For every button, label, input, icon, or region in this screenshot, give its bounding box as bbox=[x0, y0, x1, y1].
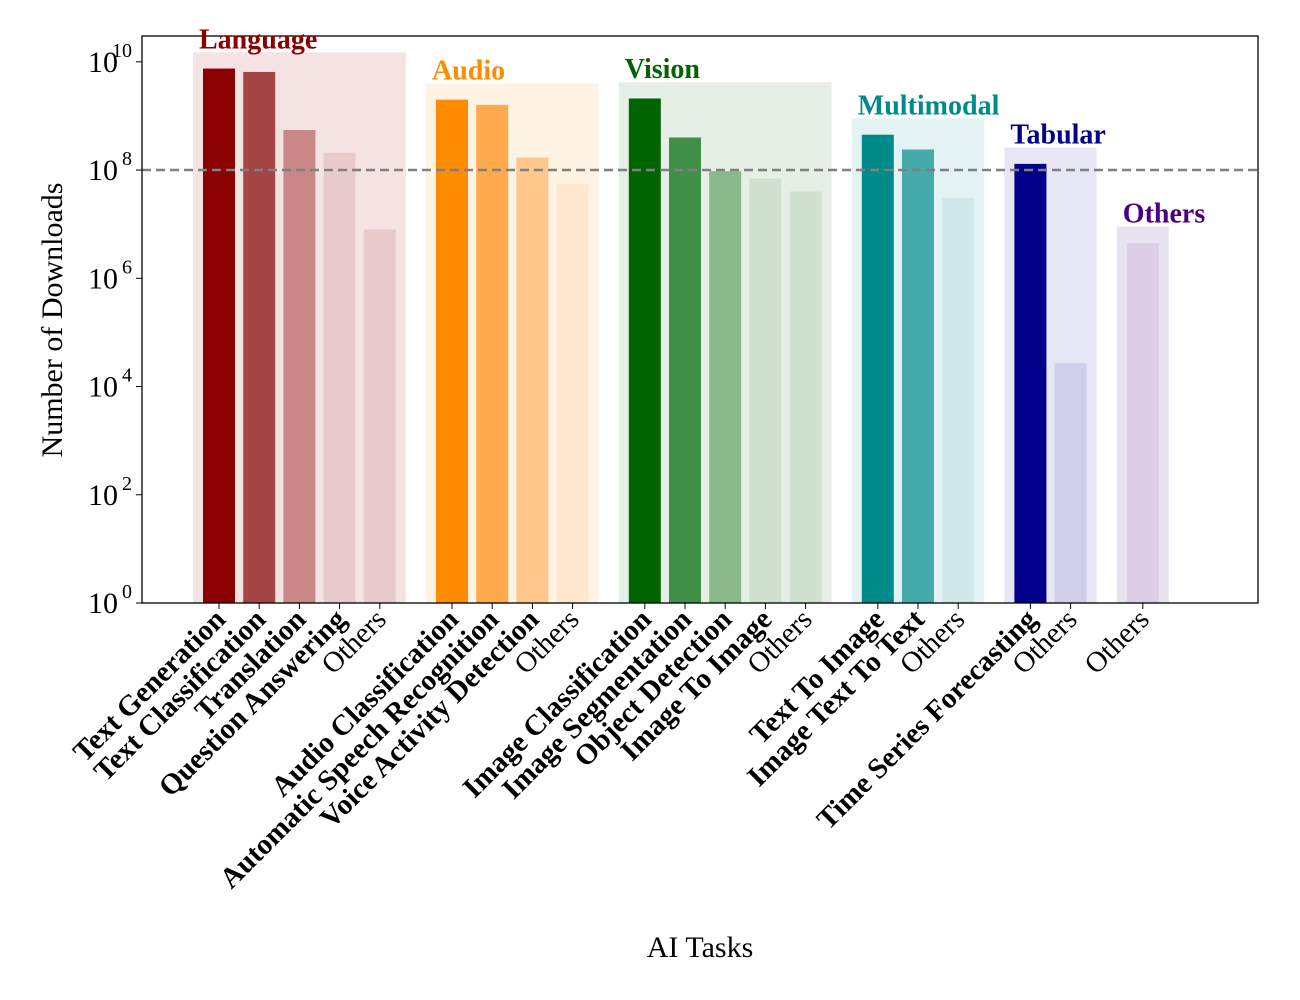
bar-language-0 bbox=[203, 68, 235, 604]
group-label-audio: Audio bbox=[432, 55, 505, 86]
y-tick-exponent: 2 bbox=[122, 473, 132, 495]
y-tick-label: 10 bbox=[88, 371, 118, 404]
bar-language-4 bbox=[363, 229, 396, 603]
bar-language-1 bbox=[243, 71, 276, 603]
group-labels: Language Audio Vision Multimodal Tabular Othe… bbox=[199, 24, 1205, 229]
plot-frame bbox=[141, 35, 1259, 604]
bar-audio-3 bbox=[556, 184, 589, 604]
bar-audio-0 bbox=[436, 99, 468, 603]
bar-vision-3 bbox=[749, 178, 782, 603]
y-tick-exponent: 8 bbox=[122, 148, 132, 170]
bar-vision-4 bbox=[789, 191, 822, 603]
bar-vision-1 bbox=[669, 137, 701, 603]
y-tick-label: 10 bbox=[88, 154, 118, 187]
bar-language-3 bbox=[323, 152, 356, 603]
y-tick-label: 10 bbox=[88, 479, 118, 512]
group-label-vision: Vision bbox=[625, 54, 701, 85]
y-tick-label: 10 bbox=[88, 46, 118, 79]
bar-multimodal-1 bbox=[902, 149, 934, 603]
bar-tabular-1 bbox=[1054, 363, 1087, 603]
bar-audio-1 bbox=[476, 104, 509, 603]
bar-vision-0 bbox=[628, 98, 661, 604]
bar-multimodal-2 bbox=[942, 198, 975, 603]
group-label-tabular: Tabular bbox=[1010, 120, 1105, 151]
x-axis-label: AI Tasks bbox=[647, 931, 754, 964]
y-axis-label: Number of Downloads bbox=[36, 183, 69, 458]
bar-language-2 bbox=[283, 129, 316, 604]
bars bbox=[203, 68, 1159, 604]
bar-others-0 bbox=[1126, 242, 1159, 603]
bar-tabular-0 bbox=[1014, 163, 1047, 604]
group-label-language: Language bbox=[199, 24, 317, 55]
y-tick-exponent: 4 bbox=[122, 365, 132, 387]
y-tick-label: 10 bbox=[88, 587, 118, 620]
x-tick-label: Others bbox=[1078, 603, 1155, 680]
group-label-multimodal: Multimodal bbox=[858, 90, 1000, 121]
y-tick-exponent: 0 bbox=[122, 581, 132, 603]
y-tick-exponent: 10 bbox=[112, 40, 132, 62]
bar-audio-2 bbox=[516, 157, 549, 603]
bar-vision-2 bbox=[709, 171, 742, 603]
bar-multimodal-0 bbox=[861, 134, 894, 603]
group-label-others: Others bbox=[1123, 199, 1206, 230]
y-tick-exponent: 6 bbox=[122, 256, 132, 278]
y-tick-label: 10 bbox=[88, 262, 118, 295]
